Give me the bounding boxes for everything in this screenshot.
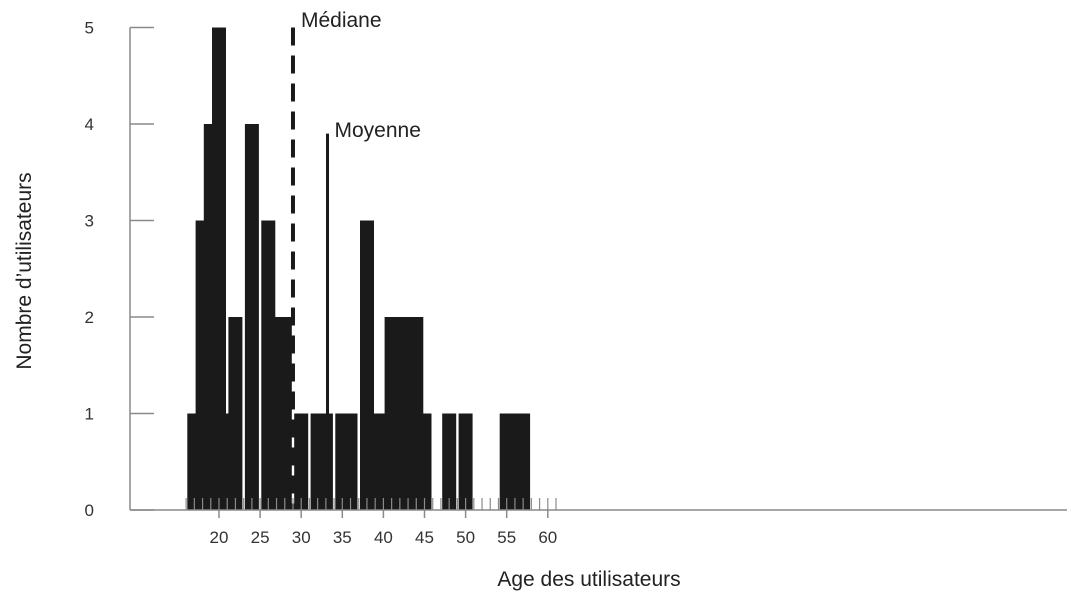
bar-age-30 bbox=[294, 413, 309, 510]
y-tick-label: 0 bbox=[85, 501, 94, 520]
y-tick-label: 3 bbox=[85, 212, 94, 231]
y-ticks: 0 1 2 3 4 5 bbox=[85, 19, 154, 520]
mean-label: Moyenne bbox=[335, 119, 421, 142]
x-axis-title: Age des utilisateurs bbox=[497, 568, 680, 591]
x-tick-label: 25 bbox=[251, 528, 270, 547]
bars-group bbox=[187, 27, 531, 510]
y-tick-label: 4 bbox=[85, 115, 94, 134]
x-tick-label: 50 bbox=[456, 528, 475, 547]
bar-age-57 bbox=[516, 413, 531, 510]
bar-age-28 bbox=[277, 317, 292, 510]
x-tick-label: 60 bbox=[538, 528, 557, 547]
x-tick-label: 40 bbox=[374, 528, 393, 547]
y-tick-label: 5 bbox=[85, 19, 94, 38]
x-tick-label: 55 bbox=[497, 528, 516, 547]
y-tick-label: 1 bbox=[85, 405, 94, 424]
median-label: Médiane bbox=[301, 9, 382, 32]
bar-age-48 bbox=[442, 413, 457, 510]
y-tick-label: 2 bbox=[85, 308, 94, 327]
bar-age-36 bbox=[343, 413, 358, 510]
bar-age-22 bbox=[228, 317, 243, 510]
x-tick-label: 30 bbox=[292, 528, 311, 547]
x-tick-label: 20 bbox=[210, 528, 229, 547]
bar-age-50 bbox=[458, 413, 473, 510]
bar-age-45 bbox=[417, 413, 432, 510]
x-tick-label: 35 bbox=[333, 528, 352, 547]
x-ticks: 20 25 30 35 40 45 50 55 60 bbox=[185, 498, 557, 547]
y-axis-title: Nombre d’utilisateurs bbox=[13, 172, 36, 369]
bar-age-20 bbox=[212, 27, 226, 510]
bar-age-33 bbox=[318, 413, 333, 510]
bar-age-24 bbox=[244, 124, 259, 510]
annotations-group: Médiane Moyenne bbox=[290, 9, 421, 510]
x-tick-label: 45 bbox=[415, 528, 434, 547]
